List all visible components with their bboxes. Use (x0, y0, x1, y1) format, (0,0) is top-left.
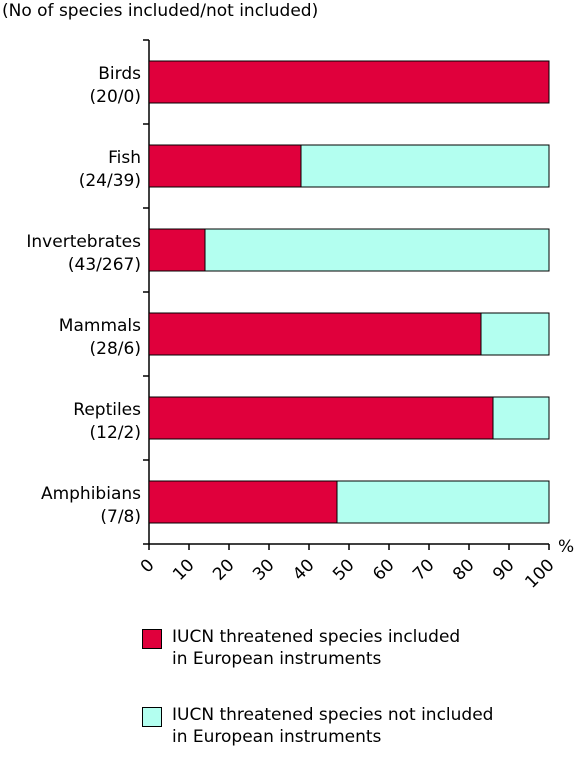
x-tick-label: 20 (209, 555, 238, 584)
bar-reptiles-included (148, 396, 494, 440)
x-tick-label: 30 (249, 555, 278, 584)
category-label-fish: Fish (108, 148, 141, 168)
x-tick-label: 80 (449, 555, 478, 584)
category-label-reptiles: Reptiles (73, 400, 141, 420)
x-tick-label: 10 (169, 555, 198, 584)
legend-swatch-included (142, 629, 162, 649)
bar-mammals-not-included (480, 312, 550, 356)
stacked-bar-chart: Birds (20/0) Fish (24/39) Invertebrates (43/2… (26, 39, 574, 592)
category-count-amphibians: (7/8) (100, 507, 141, 527)
category-label-mammals: Mammals (59, 316, 141, 336)
x-tick-label: 70 (409, 555, 438, 584)
bar-fish-included (148, 144, 302, 188)
x-tick-label: 0 (137, 555, 159, 577)
bar-amphibians-included (148, 480, 338, 524)
bar-amphibians-not-included (336, 480, 550, 524)
x-tick-label: 90 (489, 555, 518, 584)
legend-item-not-included: IUCN threatened species not included in … (142, 704, 572, 748)
bar-invertebrates-not-included (204, 228, 550, 272)
legend-item-included: IUCN threatened species included in Euro… (142, 626, 572, 670)
x-axis-unit-label: % (558, 537, 574, 557)
category-count-invertebrates: (43/267) (68, 255, 141, 275)
bar-reptiles-not-included (492, 396, 550, 440)
x-tick-label: 60 (369, 555, 398, 584)
chart-subtitle: (No of species included/not included) (2, 1, 319, 21)
bar-birds-included (148, 60, 550, 104)
category-label-invertebrates: Invertebrates (26, 232, 141, 252)
category-label-amphibians: Amphibians (41, 484, 141, 504)
bar-fish-not-included (300, 144, 550, 188)
category-count-mammals: (28/6) (90, 339, 141, 359)
legend-label-included: IUCN threatened species included in Euro… (172, 627, 461, 669)
x-tick-label: 100 (521, 555, 558, 592)
category-count-reptiles: (12/2) (90, 423, 141, 443)
category-count-fish: (24/39) (79, 171, 141, 191)
legend-label-not-included: IUCN threatened species not included in … (172, 705, 494, 747)
bar-mammals-included (148, 312, 482, 356)
bar-invertebrates-included (148, 228, 206, 272)
legend-swatch-not-included (142, 707, 162, 727)
x-tick-label: 40 (289, 555, 318, 584)
category-label-birds: Birds (98, 64, 141, 84)
x-tick-label: 50 (329, 555, 358, 584)
category-count-birds: (20/0) (90, 87, 141, 107)
